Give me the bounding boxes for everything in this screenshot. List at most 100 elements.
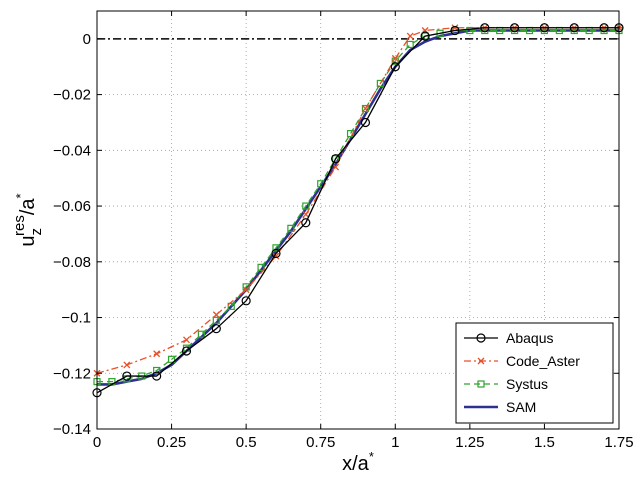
data-point-circle xyxy=(271,248,281,259)
y-axis-title-sub: z xyxy=(28,228,45,236)
y-tick-label: −0.08 xyxy=(53,254,91,271)
data-point-x-stroke xyxy=(123,361,131,369)
x-tick-label: 1 xyxy=(391,434,399,451)
data-point-x xyxy=(477,357,485,365)
legend-label: SAM xyxy=(506,399,536,415)
series-abaqus xyxy=(92,23,624,398)
data-point-square xyxy=(272,244,280,252)
data-point-x-stroke xyxy=(477,357,485,365)
series-layer xyxy=(92,23,624,398)
x-tick-label: 1.25 xyxy=(455,434,484,451)
y-axis-title-sup: res xyxy=(11,215,28,236)
data-point-x xyxy=(406,32,414,40)
data-point-x-stroke xyxy=(212,311,220,319)
data-point-circle xyxy=(122,371,132,381)
data-point-square xyxy=(477,380,485,388)
data-point-circle xyxy=(476,333,486,343)
data-point-circle xyxy=(509,23,520,33)
data-point-circle xyxy=(599,23,609,33)
data-point-x xyxy=(391,54,399,62)
data-point-circle xyxy=(539,23,550,33)
data-point-x-stroke xyxy=(153,350,161,358)
data-point-x-stroke xyxy=(183,336,190,344)
legend-entry: Code_Aster xyxy=(464,353,580,369)
ticks: 0 0.25 0.5 0.75 1 1.25 1.5 1.75 −0.14 −0.12 −0.1 −0… xyxy=(53,11,634,451)
data-point-square xyxy=(346,130,355,138)
data-point-x-stroke xyxy=(332,163,340,171)
data-point-square xyxy=(167,355,176,363)
data-point-x xyxy=(302,210,310,218)
data-point-circle xyxy=(569,23,579,33)
legend-label: Abaqus xyxy=(506,330,553,346)
data-point-square xyxy=(197,330,205,338)
y-tick-label: 0 xyxy=(83,31,91,48)
data-point-square xyxy=(332,155,340,163)
y-axis-title-base: u xyxy=(17,235,39,246)
y-tick-label: −0.1 xyxy=(61,310,91,327)
legend-label: Systus xyxy=(506,376,548,392)
data-point-x xyxy=(332,163,340,171)
y-axis-title: uzres/a* xyxy=(11,193,45,246)
data-point-square xyxy=(227,302,235,310)
legend-label: Code_Aster xyxy=(506,353,580,369)
legend: Abaqus Code_Aster Systus SAM xyxy=(455,322,614,424)
x-tick-label: 1.75 xyxy=(604,434,633,451)
data-point-x xyxy=(212,311,220,319)
data-point-square xyxy=(302,202,310,210)
data-point-circle xyxy=(152,371,162,381)
data-point-square xyxy=(376,79,384,88)
x-axis-title-sup: * xyxy=(369,449,374,464)
legend-entry: Systus xyxy=(464,376,548,392)
data-point-x-stroke xyxy=(272,252,280,260)
data-point-x xyxy=(153,350,161,358)
data-point-square xyxy=(361,104,370,113)
data-point-circle xyxy=(301,218,311,228)
data-point-circle xyxy=(241,296,251,306)
y-axis-title-tail: /a xyxy=(17,198,39,216)
data-point-circle xyxy=(331,154,341,164)
y-tick-label: −0.12 xyxy=(53,365,91,382)
data-point-x xyxy=(361,105,369,112)
x-tick-label: 0.5 xyxy=(236,434,257,451)
data-point-circle xyxy=(480,23,490,33)
y-tick-label: −0.14 xyxy=(53,421,91,438)
data-point-square xyxy=(406,40,414,49)
x-tick-label: 0.25 xyxy=(157,434,186,451)
data-point-circle xyxy=(360,117,371,128)
data-point-x-stroke xyxy=(406,32,414,40)
legend-entry: Abaqus xyxy=(464,330,553,346)
series-line xyxy=(96,27,619,374)
x-tick-label: 1.5 xyxy=(534,434,555,451)
data-point-x-stroke xyxy=(391,54,399,62)
y-axis-title-tail-sup: * xyxy=(13,193,28,198)
legend-entry: SAM xyxy=(464,399,536,415)
data-point-square xyxy=(466,26,474,35)
data-point-x-stroke xyxy=(361,105,369,112)
y-tick-label: −0.02 xyxy=(53,87,91,104)
x-tick-label: 0.75 xyxy=(306,434,335,451)
data-point-x xyxy=(123,361,131,369)
plot-frame xyxy=(96,10,620,430)
data-point-circle xyxy=(450,25,460,36)
data-point-x xyxy=(183,336,190,344)
x-axis-title: x/a* xyxy=(342,449,374,475)
x-axis-title-base: x/a xyxy=(342,453,370,475)
data-point-square xyxy=(212,316,220,324)
data-point-circle xyxy=(211,324,221,334)
data-point-x-stroke xyxy=(451,24,459,32)
data-point-circle xyxy=(181,346,192,356)
x-tick-label: 0 xyxy=(93,434,101,451)
data-point-x xyxy=(272,252,280,260)
series-line xyxy=(96,27,619,394)
y-tick-label: −0.06 xyxy=(53,198,91,215)
data-point-square xyxy=(153,366,161,375)
y-tick-label: −0.04 xyxy=(53,142,91,159)
data-point-square xyxy=(257,263,265,271)
data-point-x-stroke xyxy=(302,210,310,218)
data-point-square xyxy=(287,224,295,232)
data-point-circle xyxy=(390,62,400,72)
data-point-circle xyxy=(420,31,430,41)
data-point-x-stroke xyxy=(242,286,250,294)
data-point-x xyxy=(242,286,250,294)
